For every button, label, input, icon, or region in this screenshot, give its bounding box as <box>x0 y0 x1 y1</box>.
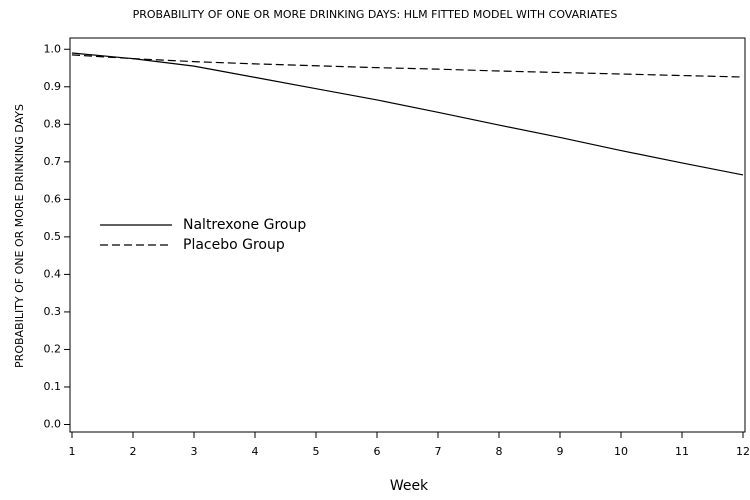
legend-label: Placebo Group <box>183 237 285 253</box>
y-tick-label: 0.7 <box>44 155 62 168</box>
x-tick-label: 11 <box>675 445 689 458</box>
x-tick-label: 10 <box>614 445 628 458</box>
y-tick-label: 0.0 <box>44 417 62 430</box>
series-line <box>71 54 744 78</box>
legend-label: Naltrexone Group <box>183 217 306 233</box>
y-tick-label: 0.1 <box>44 380 62 393</box>
x-tick-label: 5 <box>313 445 320 458</box>
x-tick-label: 12 <box>736 445 750 458</box>
x-tick-label: 8 <box>496 445 503 458</box>
y-tick-label: 0.8 <box>44 117 62 130</box>
x-tick-label: 3 <box>191 445 198 458</box>
x-tick-label: 9 <box>557 445 564 458</box>
y-tick-label: 1.0 <box>44 42 62 55</box>
y-tick-label: 0.3 <box>44 305 62 318</box>
series-line <box>71 52 744 176</box>
x-tick-label: 1 <box>69 445 76 458</box>
x-tick-label: 4 <box>252 445 259 458</box>
x-tick-label: 7 <box>435 445 442 458</box>
y-tick-label: 0.4 <box>44 267 62 280</box>
chart-title: PROBABILITY OF ONE OR MORE DRINKING DAYS… <box>133 8 618 21</box>
x-axis-label: Week <box>390 478 429 494</box>
y-axis-label: PROBABILITY OF ONE OR MORE DRINKING DAYS <box>13 104 26 368</box>
y-tick-label: 0.5 <box>44 230 62 243</box>
x-tick-label: 6 <box>374 445 381 458</box>
y-tick-label: 0.9 <box>44 80 62 93</box>
y-tick-label: 0.2 <box>44 342 62 355</box>
y-tick-label: 0.6 <box>44 192 62 205</box>
x-tick-label: 2 <box>130 445 137 458</box>
plot-frame <box>69 37 746 433</box>
